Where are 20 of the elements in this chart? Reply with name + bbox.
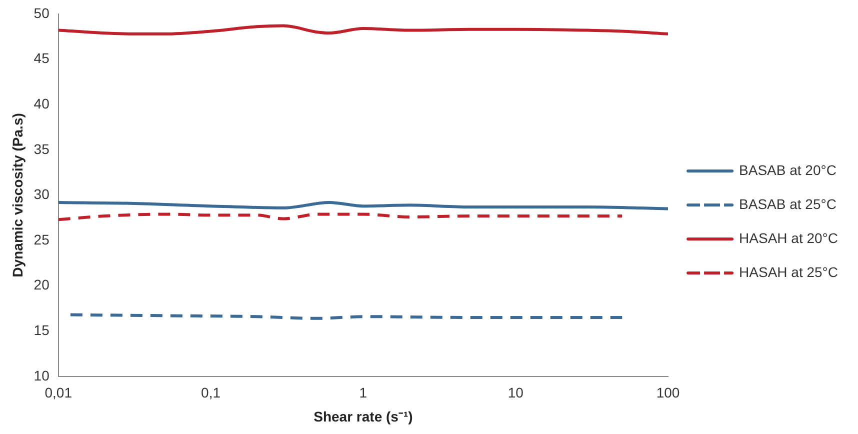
x-tick-label: 0,01 [44,384,72,401]
y-tick-label: 25 [34,231,50,248]
x-tick-label: 0,1 [201,384,221,401]
legend-label: HASAH at 25°C [739,264,838,280]
x-tick-label: 10 [508,384,524,401]
y-tick-label: 40 [34,95,50,112]
y-tick-label: 15 [34,322,50,338]
y-tick-label: 10 [34,367,50,384]
y-tick-label: 20 [34,276,50,293]
x-tick-label: 1 [359,384,368,401]
y-tick-label: 45 [34,50,50,66]
legend-label: HASAH at 20°C [739,230,838,246]
y-tick-label: 35 [34,140,50,157]
y-tick-label: 30 [34,186,50,202]
x-tick-label: 100 [656,384,680,401]
x-axis-title: Shear rate (s⁻¹) [314,408,413,424]
y-axis-title: Dynamic viscosity (Pa.s) [9,113,26,278]
legend-label: BASAB at 20°C [739,162,836,178]
y-tick-label: 50 [34,4,50,21]
legend-label: BASAB at 25°C [739,196,836,212]
